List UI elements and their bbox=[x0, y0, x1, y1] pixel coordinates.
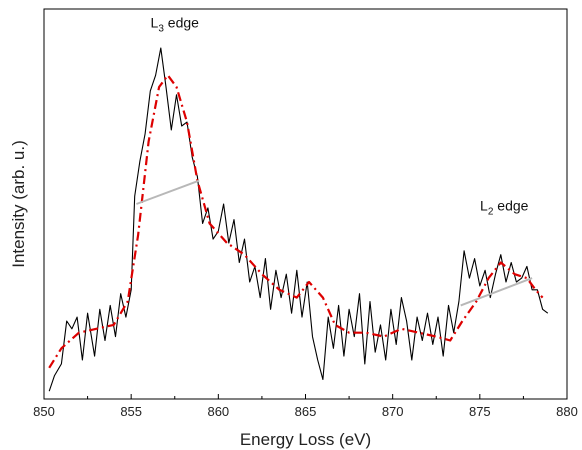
y-axis-title: Intensity (arb. u.) bbox=[9, 140, 28, 268]
x-tick-label: 865 bbox=[295, 404, 317, 419]
annotations: L3 edge L2 edge bbox=[151, 14, 529, 217]
x-tick-label: 870 bbox=[382, 404, 404, 419]
baseline-segment bbox=[136, 179, 200, 205]
baseline-segment bbox=[460, 277, 533, 307]
x-tick-label: 855 bbox=[120, 404, 142, 419]
x-axis-title: Energy Loss (eV) bbox=[240, 430, 371, 449]
x-tick-label: 875 bbox=[469, 404, 491, 419]
x-tick-label: 850 bbox=[33, 404, 55, 419]
x-tick-label: 860 bbox=[207, 404, 229, 419]
plot-frame bbox=[43, 8, 568, 400]
x-tick-label: 880 bbox=[556, 404, 578, 419]
plot-lines bbox=[48, 47, 549, 392]
x-axis-ticks: 850 855 860 865 870 875 880 bbox=[33, 394, 578, 419]
edge-annotation: L3 edge bbox=[151, 14, 200, 34]
edge-annotation: L2 edge bbox=[480, 198, 529, 218]
spectrum-line bbox=[48, 47, 549, 392]
fit-curve bbox=[48, 74, 544, 369]
